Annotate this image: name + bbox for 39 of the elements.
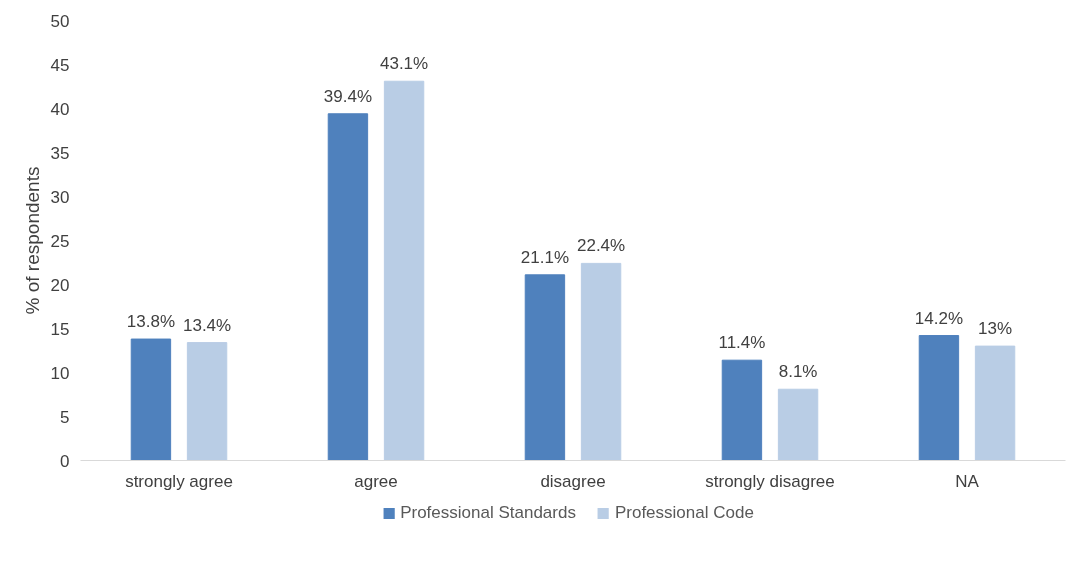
y-tick-label: 20: [50, 275, 70, 295]
y-tick-label: 40: [50, 99, 70, 119]
y-tick-label: 45: [50, 55, 70, 75]
data-label: 43.1%: [379, 54, 429, 74]
bar: [327, 113, 369, 461]
x-tick-label: agree: [354, 471, 398, 491]
bar: [186, 342, 228, 461]
legend-label: Professional Standards: [400, 503, 576, 523]
y-tick-label: 30: [50, 187, 70, 207]
y-tick-label: 50: [50, 11, 70, 31]
data-label: 13.8%: [126, 312, 176, 332]
x-tick-label: disagree: [540, 471, 606, 491]
bar: [383, 80, 425, 461]
x-tick-label: strongly agree: [125, 471, 233, 491]
data-label: 13.4%: [182, 315, 232, 335]
x-tick-label: NA: [955, 471, 980, 491]
x-tick-label: strongly disagree: [705, 471, 835, 491]
bar: [777, 388, 819, 461]
y-axis-title: % of respondents: [21, 166, 43, 315]
bar: [524, 274, 566, 461]
bar: [974, 345, 1016, 461]
data-label: 14.2%: [914, 308, 964, 328]
y-tick-label: 25: [50, 231, 70, 251]
data-label: 8.1%: [778, 362, 818, 382]
y-tick-label: 15: [50, 319, 70, 339]
data-label: 13%: [978, 319, 1013, 339]
data-label: 11.4%: [718, 333, 766, 353]
data-label: 22.4%: [576, 236, 626, 256]
bar: [580, 262, 622, 461]
data-label: 21.1%: [520, 247, 570, 267]
y-tick-label: 0: [60, 451, 70, 471]
data-label: 39.4%: [323, 86, 373, 106]
bar: [918, 335, 960, 461]
y-tick-label: 10: [50, 363, 70, 383]
legend-label: Professional Code: [614, 503, 754, 523]
bar: [721, 359, 763, 461]
bar: [130, 338, 172, 461]
y-tick-label: 5: [60, 407, 70, 427]
y-tick-label: 35: [50, 143, 70, 163]
